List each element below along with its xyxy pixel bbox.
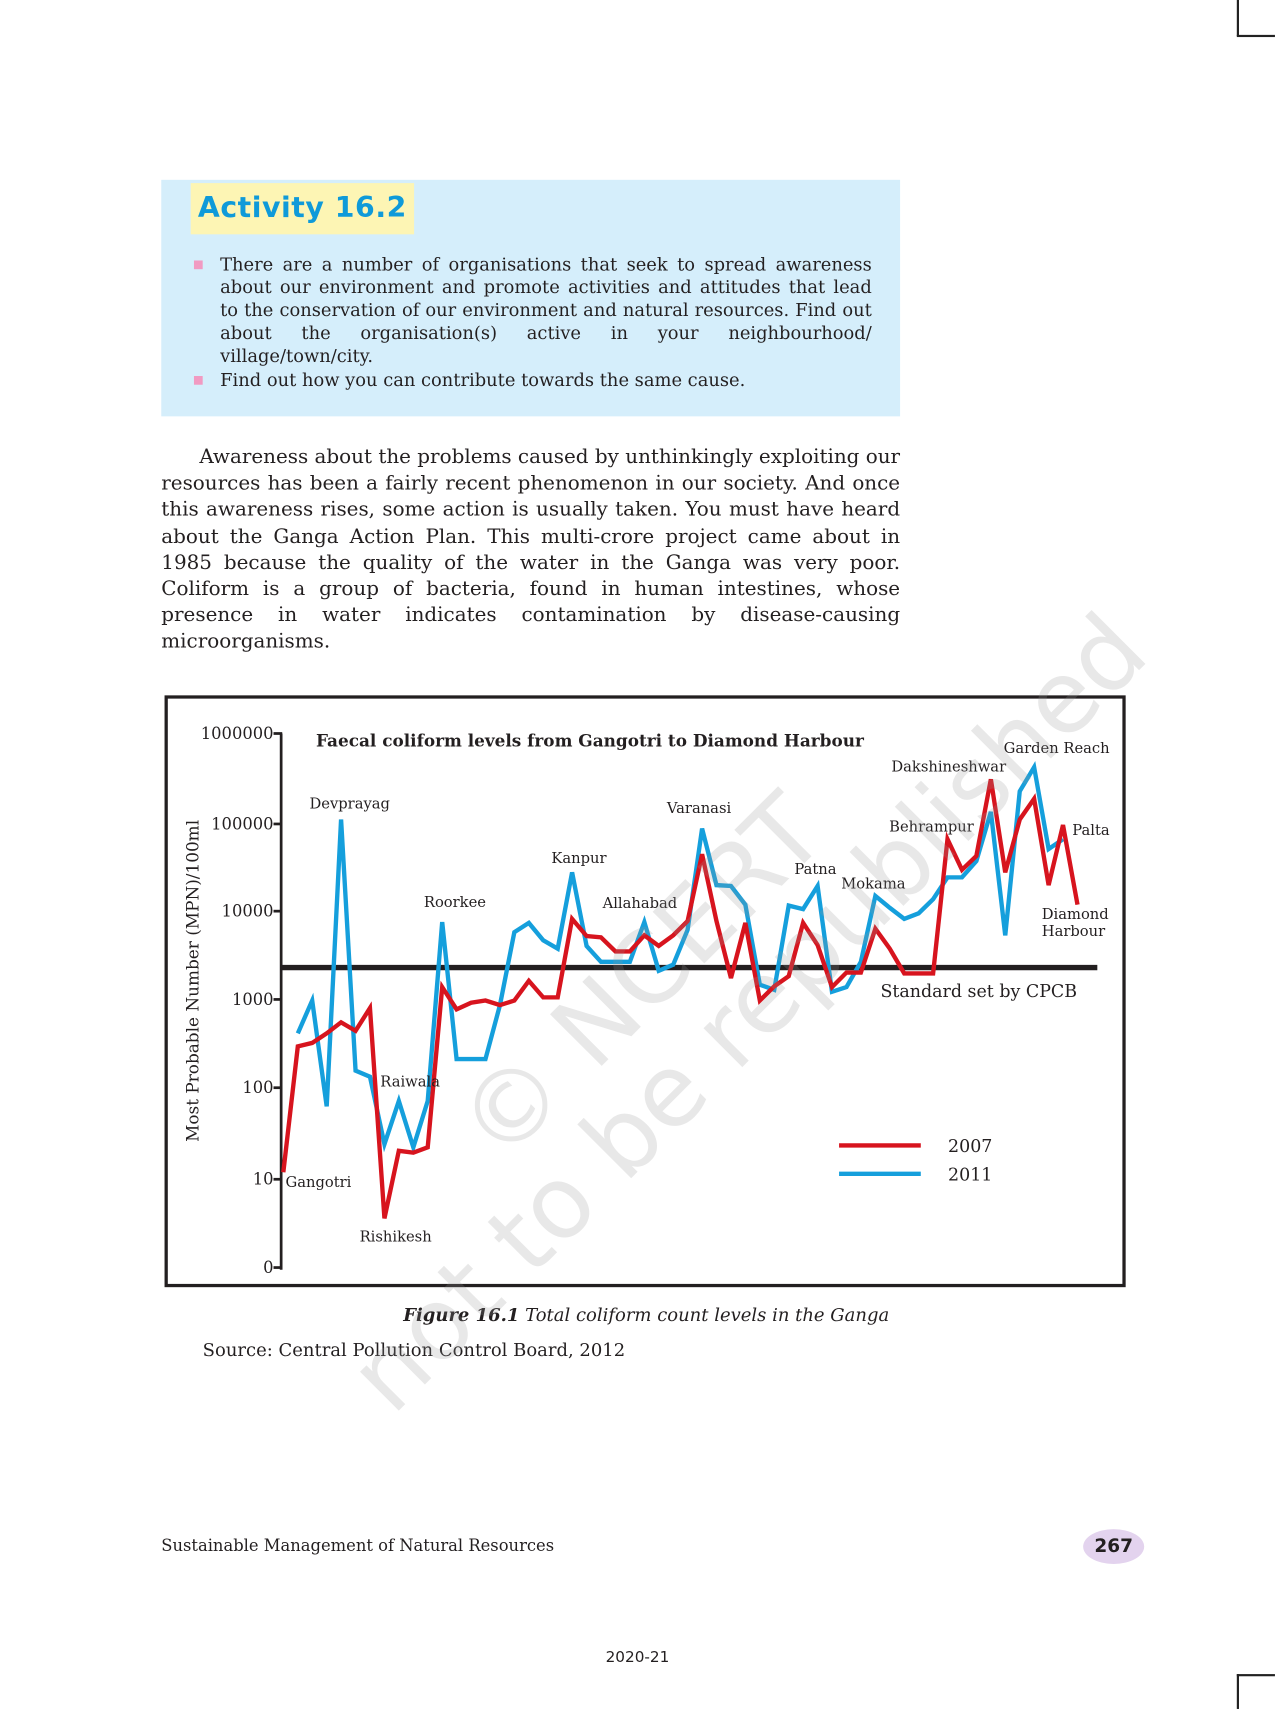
station-label: Mokama (841, 875, 906, 892)
figure-number: Figure 16.1 (403, 1304, 520, 1326)
station-label: Roorkee (424, 894, 486, 911)
station-label: Garden Reach (1004, 740, 1111, 757)
y-tick-label: 1000000 (201, 724, 274, 743)
station-label: Patna (794, 861, 836, 878)
activity-bullet: Find out how you can contribute towards … (220, 369, 746, 391)
y-axis-label: Most Probable Number (MPN)/100ml (182, 820, 202, 1142)
edition-year: 2020-21 (605, 1649, 670, 1667)
cpcb-standard-label: Standard set by CPCB (880, 982, 1077, 1002)
station-label: Dakshineshwar (891, 759, 1007, 776)
page-number: 267 (1083, 1529, 1145, 1565)
chart-frame (164, 695, 1126, 1288)
crop-mark (1236, 1674, 1239, 1709)
legend-label-2007: 2007 (948, 1137, 992, 1157)
y-tick-label: 10000 (222, 902, 274, 921)
y-tick-label: 1000 (232, 990, 274, 1009)
series-line-2007 (281, 778, 1080, 1219)
station-label: Devprayag (309, 796, 389, 813)
station-label: Allahabad (602, 895, 678, 912)
station-label: Harbour (1042, 923, 1106, 940)
figure-source: Source: Central Pollution Control Board,… (202, 1339, 626, 1361)
station-label: Kanpur (551, 850, 607, 867)
chapter-footer: Sustainable Management of Natural Resour… (161, 1535, 555, 1556)
station-label: Palta (1072, 822, 1110, 839)
station-label: Varanasi (666, 800, 732, 817)
bullet-icon (193, 376, 203, 385)
crop-mark (1236, 1674, 1275, 1677)
body-paragraph: Awareness about the problems caused by u… (161, 445, 901, 654)
station-label: Gangotri (286, 1174, 352, 1191)
legend-label-2011: 2011 (948, 1165, 992, 1185)
crop-mark (1236, 34, 1275, 38)
activity-title: Activity 16.2 (190, 183, 415, 235)
figure-title: Total coliform count levels in the Ganga (525, 1304, 890, 1326)
y-tick-label: 10 (253, 1170, 274, 1189)
figure-caption: Figure 16.1 Total coliform count levels … (161, 1305, 1131, 1326)
y-tick-label: 100000 (211, 814, 273, 833)
bullet-icon (193, 260, 203, 270)
station-label: Raiwala (380, 1074, 440, 1091)
coliform-chart: Faecal coliform levels from Gangotri to … (182, 724, 1111, 1277)
crop-mark (1236, 0, 1239, 36)
chart-title: Faecal coliform levels from Gangotri to … (316, 731, 865, 751)
station-label: Behrampur (889, 819, 975, 836)
station-label: Diamond (1042, 906, 1109, 923)
activity-bullet: There are a number of organisations that… (220, 253, 872, 367)
y-tick-label: 100 (242, 1078, 273, 1097)
station-label: Rishikesh (360, 1228, 433, 1245)
series-line-2011 (295, 761, 1065, 1155)
y-tick-label: 0 (263, 1258, 273, 1277)
